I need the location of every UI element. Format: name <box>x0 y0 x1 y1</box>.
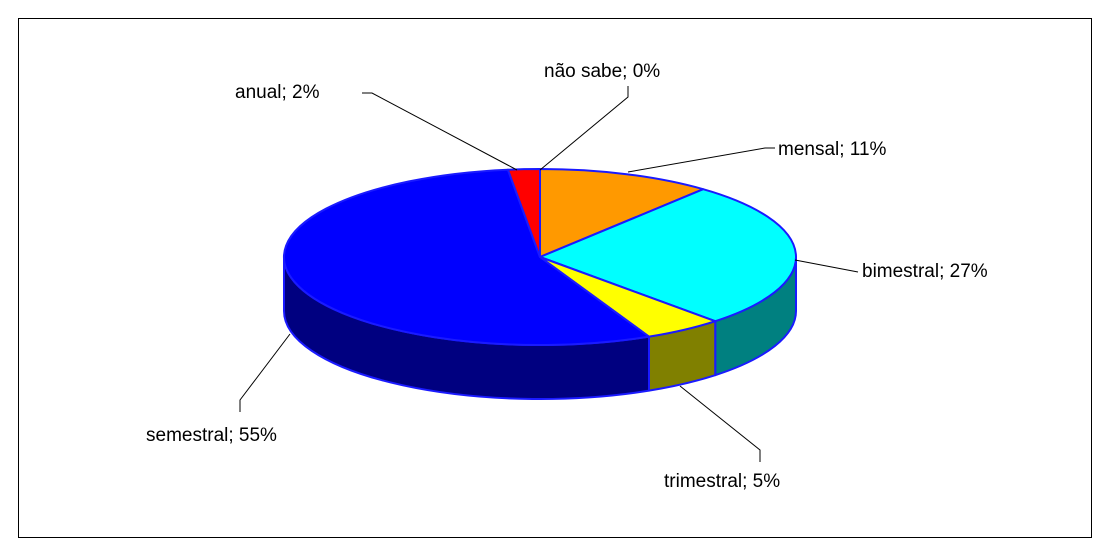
slice <box>539 168 705 258</box>
data-label: mensal; 11% <box>778 139 887 160</box>
leader-line <box>362 92 518 171</box>
slice <box>506 168 541 258</box>
data-label: bimestral; 27% <box>862 261 988 282</box>
data-label: semestral; 55% <box>146 425 277 446</box>
leader-line <box>794 259 859 273</box>
leader-line <box>239 333 291 412</box>
slice <box>539 188 797 323</box>
leader-line <box>627 147 775 173</box>
leader-line <box>679 385 761 462</box>
leader-line <box>539 86 629 171</box>
slice <box>283 168 650 346</box>
data-label: anual; 2% <box>235 82 320 103</box>
data-label: trimestral; 5% <box>664 471 780 492</box>
data-label: não sabe; 0% <box>544 61 660 82</box>
